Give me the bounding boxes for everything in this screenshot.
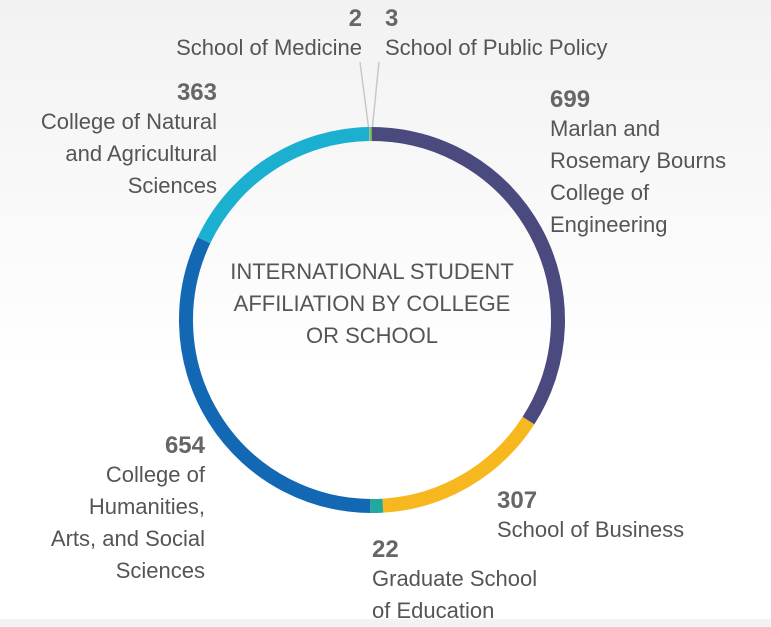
- chart-title: INTERNATIONAL STUDENT AFFILIATION BY COL…: [227, 256, 517, 352]
- value-label: 2: [176, 6, 362, 32]
- donut-segment: [204, 134, 369, 240]
- value-label: 654: [51, 433, 205, 459]
- category-label: College of Humanities, Arts, and Social …: [51, 459, 205, 587]
- value-label: 3: [385, 6, 608, 32]
- category-label: School of Medicine: [176, 32, 362, 64]
- leader-line: [360, 62, 369, 131]
- category-label: School of Public Policy: [385, 32, 608, 64]
- category-label: Graduate School of Education: [372, 563, 537, 627]
- value-label: 363: [41, 80, 217, 106]
- leader-line: [372, 62, 379, 131]
- value-label: 22: [372, 537, 537, 563]
- category-label: College of Natural and Agricultural Scie…: [41, 106, 217, 202]
- value-label: 307: [497, 488, 684, 514]
- category-label: Marlan and Rosemary Bourns College of En…: [550, 113, 726, 241]
- value-label: 699: [550, 87, 726, 113]
